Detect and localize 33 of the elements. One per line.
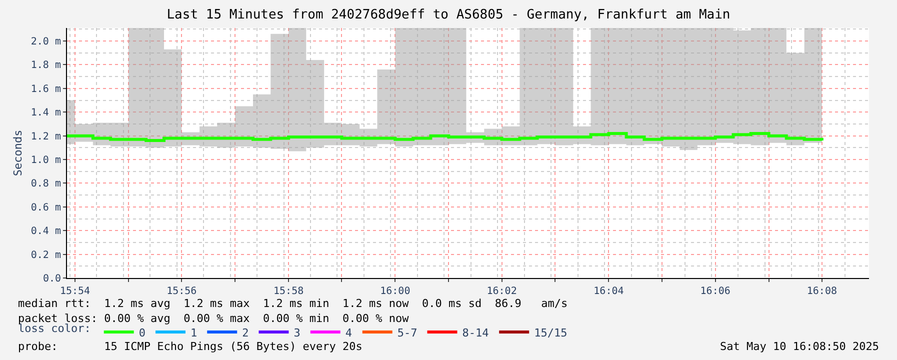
legend-label: 2	[242, 326, 249, 340]
y-tick-label: 0.6 m	[30, 202, 61, 214]
text: Sat May 10 16:08:50 2025	[720, 340, 879, 353]
x-tick-label: 16:04	[594, 286, 624, 297]
legend-label: 5-7	[397, 326, 418, 340]
y-tick-label: 1.2 m	[30, 131, 61, 142]
x-tick-label: 15:58	[273, 286, 304, 297]
y-tick-label: 1.4 m	[30, 108, 61, 119]
x-tick-label: 16:02	[486, 286, 517, 297]
x-tick-label: 16:06	[700, 286, 730, 297]
y-tick-label: 0.8 m	[30, 178, 61, 190]
y-tick-label: 2.0 m	[30, 36, 61, 48]
legend-label: 4	[345, 326, 352, 340]
y-tick-label: 0.4 m	[30, 226, 61, 238]
x-tick-label: 15:54	[60, 286, 90, 297]
legend-label: 1	[190, 326, 198, 340]
text: packet loss: 0.00 % avg 0.00 % max 0.00 % min 0.00 % now	[18, 312, 410, 325]
x-tick-label: 16:00	[380, 286, 410, 297]
legend-label: 8-14	[462, 326, 490, 340]
y-axis-title: Seconds	[12, 130, 25, 176]
legend-label: 3	[294, 326, 300, 340]
y-tick-label: 1.6 m	[30, 84, 61, 95]
text: median rtt: 1.2 ms avg 1.2 ms max 1.2 ms min 1.2 ms now 0.0 ms sd 86.9 am/s	[18, 297, 568, 310]
text: probe: 15 ICMP Echo Pings (56 Bytes) every 20s	[18, 340, 362, 353]
y-tick-label: 1.8 m	[30, 60, 61, 72]
legend-label: 0	[138, 326, 146, 340]
y-tick-label: 0.0	[42, 274, 61, 284]
chart-title: Last 15 Minutes from 2402768d9eff to AS6805 - Germany, Frankfurt am Main	[166, 8, 730, 23]
x-tick-label: 15:56	[166, 286, 197, 297]
x-tick-label: 16:08	[806, 286, 837, 297]
y-tick-label: 0.2 m	[30, 250, 61, 261]
y-tick-label: 1.0 m	[30, 155, 61, 166]
legend-label: 15/15	[534, 326, 568, 340]
